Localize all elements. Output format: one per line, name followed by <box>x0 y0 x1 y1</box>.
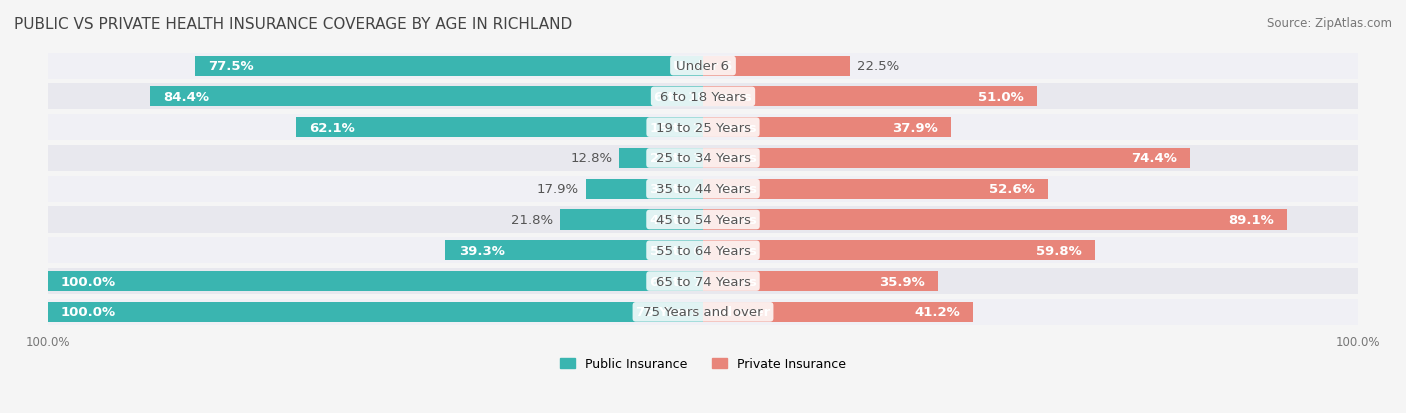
Text: 17.9%: 17.9% <box>537 183 579 196</box>
Text: 22.5%: 22.5% <box>858 60 900 73</box>
Text: 77.5%: 77.5% <box>208 60 254 73</box>
Bar <box>48 53 1358 79</box>
Text: 100.0%: 100.0% <box>60 275 115 288</box>
Bar <box>48 207 1358 233</box>
Text: 25 to 34 Years: 25 to 34 Years <box>655 152 751 165</box>
Text: 12.8%: 12.8% <box>571 152 613 165</box>
Text: 74.4%: 74.4% <box>1132 152 1177 165</box>
Text: 51.0%: 51.0% <box>979 90 1024 104</box>
Text: 62.1%: 62.1% <box>309 121 354 134</box>
Text: 6 to 18 Years: 6 to 18 Years <box>654 90 752 104</box>
Bar <box>48 237 1358 264</box>
Text: 100.0%: 100.0% <box>60 306 115 318</box>
Text: Source: ZipAtlas.com: Source: ZipAtlas.com <box>1267 17 1392 29</box>
Bar <box>195 57 703 76</box>
Text: 45 to 54 Years: 45 to 54 Years <box>650 214 756 226</box>
Bar <box>703 241 1095 261</box>
Bar <box>703 210 1286 230</box>
Bar <box>48 302 703 322</box>
Bar <box>297 118 703 138</box>
Bar <box>150 87 703 107</box>
Bar <box>48 115 1358 141</box>
Text: 52.6%: 52.6% <box>988 183 1035 196</box>
Text: Under 6: Under 6 <box>676 60 730 73</box>
Bar <box>703 118 952 138</box>
Bar <box>703 87 1038 107</box>
Legend: Public Insurance, Private Insurance: Public Insurance, Private Insurance <box>555 352 851 375</box>
Text: 75 Years and over: 75 Years and over <box>636 306 770 318</box>
Bar <box>703 302 973 322</box>
Text: 59.8%: 59.8% <box>1036 244 1081 257</box>
Text: 65 to 74 Years: 65 to 74 Years <box>650 275 756 288</box>
Text: 19 to 25 Years: 19 to 25 Years <box>655 121 751 134</box>
Bar <box>586 179 703 199</box>
Bar <box>703 149 1191 169</box>
Text: PUBLIC VS PRIVATE HEALTH INSURANCE COVERAGE BY AGE IN RICHLAND: PUBLIC VS PRIVATE HEALTH INSURANCE COVER… <box>14 17 572 31</box>
Text: 37.9%: 37.9% <box>893 121 938 134</box>
Bar <box>48 271 703 291</box>
Bar <box>48 145 1358 171</box>
Text: 35.9%: 35.9% <box>879 275 925 288</box>
Text: 35 to 44 Years: 35 to 44 Years <box>650 183 756 196</box>
Bar <box>48 176 1358 202</box>
Text: 19 to 25 Years: 19 to 25 Years <box>650 121 756 134</box>
Bar <box>703 57 851 76</box>
Bar <box>703 271 938 291</box>
Bar <box>446 241 703 261</box>
Text: 55 to 64 Years: 55 to 64 Years <box>655 244 751 257</box>
Bar <box>48 268 1358 294</box>
Bar <box>619 149 703 169</box>
Text: Under 6: Under 6 <box>673 60 733 73</box>
Text: 89.1%: 89.1% <box>1227 214 1274 226</box>
Text: 41.2%: 41.2% <box>914 306 960 318</box>
Bar <box>560 210 703 230</box>
Text: 65 to 74 Years: 65 to 74 Years <box>655 275 751 288</box>
Text: 6 to 18 Years: 6 to 18 Years <box>659 90 747 104</box>
Text: 45 to 54 Years: 45 to 54 Years <box>655 214 751 226</box>
Text: 55 to 64 Years: 55 to 64 Years <box>650 244 756 257</box>
Text: 39.3%: 39.3% <box>458 244 505 257</box>
Text: 75 Years and over: 75 Years and over <box>643 306 763 318</box>
Bar <box>703 179 1047 199</box>
Text: 35 to 44 Years: 35 to 44 Years <box>655 183 751 196</box>
Text: 84.4%: 84.4% <box>163 90 209 104</box>
Text: 25 to 34 Years: 25 to 34 Years <box>650 152 756 165</box>
Bar <box>48 84 1358 110</box>
Text: 21.8%: 21.8% <box>512 214 554 226</box>
Bar <box>48 299 1358 325</box>
